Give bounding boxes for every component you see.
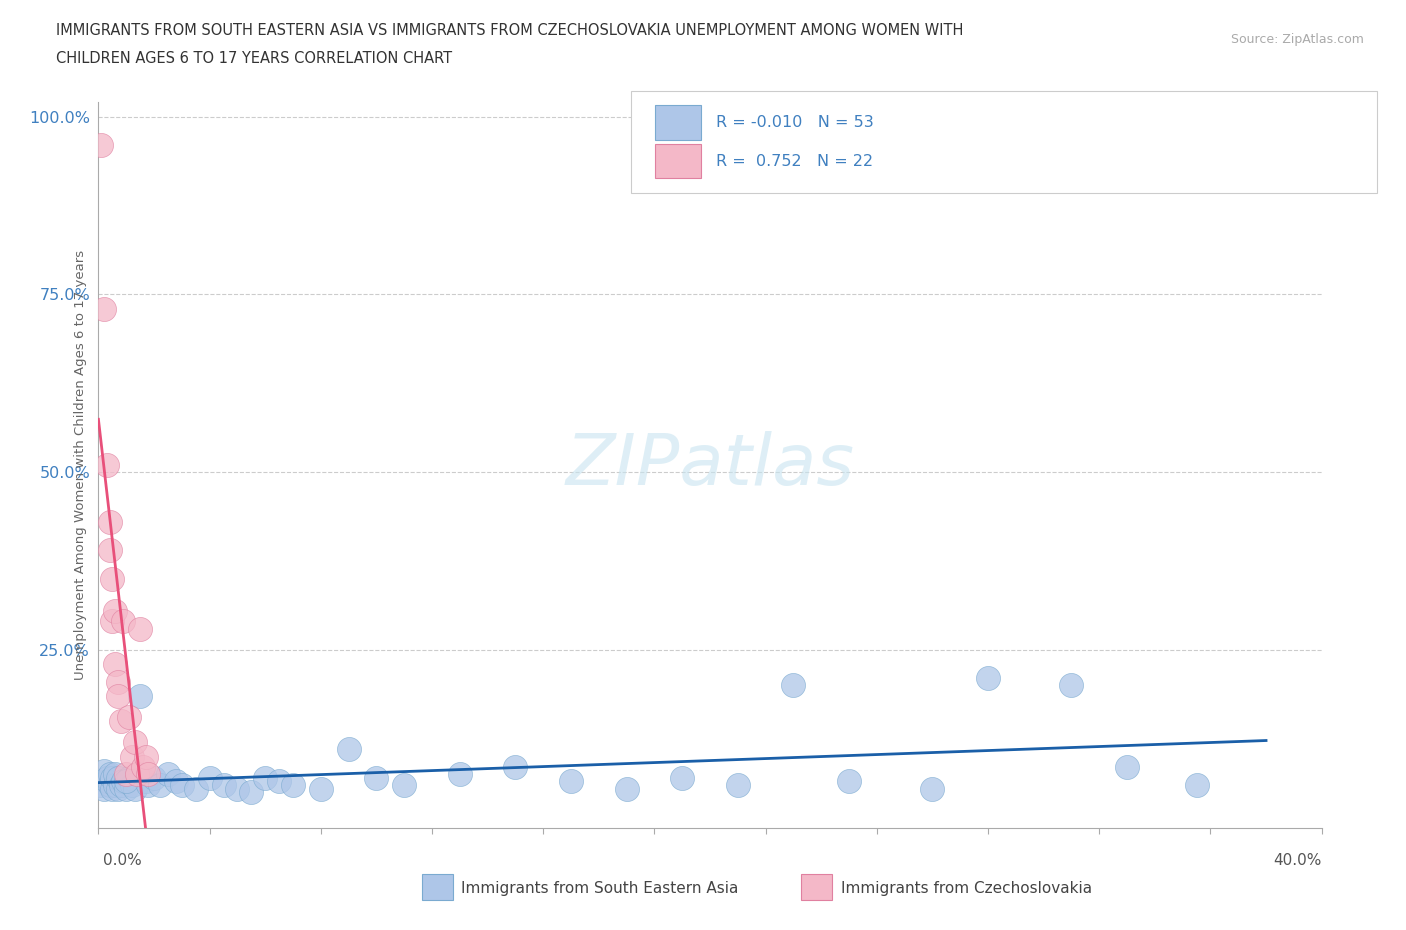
Point — [138, 777, 160, 792]
Point — [269, 774, 291, 789]
Point — [135, 750, 157, 764]
Point — [170, 777, 193, 792]
Point — [281, 777, 304, 792]
Point — [394, 777, 416, 792]
Point — [107, 781, 129, 796]
Point — [110, 777, 132, 792]
Bar — [655, 143, 702, 179]
Text: ZIPatlas: ZIPatlas — [565, 431, 855, 499]
Point — [124, 735, 146, 750]
Point — [98, 543, 121, 558]
Point — [98, 777, 121, 792]
Text: Immigrants from Czechoslovakia: Immigrants from Czechoslovakia — [841, 881, 1092, 896]
Point — [124, 781, 146, 796]
Point — [101, 770, 124, 785]
Point — [115, 781, 138, 796]
Point — [127, 767, 149, 782]
Point — [184, 781, 207, 796]
Text: Source: ZipAtlas.com: Source: ZipAtlas.com — [1230, 33, 1364, 46]
Point — [149, 777, 172, 792]
Point — [112, 614, 135, 629]
Point — [90, 777, 112, 792]
Point — [226, 781, 249, 796]
Point — [560, 774, 582, 789]
Text: 0.0%: 0.0% — [103, 853, 142, 868]
Point — [977, 671, 1000, 685]
Point — [129, 689, 152, 704]
Point — [366, 770, 388, 785]
Point — [107, 770, 129, 785]
Text: Immigrants from South Eastern Asia: Immigrants from South Eastern Asia — [461, 881, 738, 896]
Point — [165, 774, 187, 789]
Point — [98, 514, 121, 529]
Text: R = -0.010   N = 53: R = -0.010 N = 53 — [716, 115, 875, 130]
Y-axis label: Unemployment Among Women with Children Ages 6 to 17 years: Unemployment Among Women with Children A… — [75, 250, 87, 680]
Point — [112, 774, 135, 789]
Point — [1185, 777, 1208, 792]
Point — [138, 767, 160, 782]
Text: CHILDREN AGES 6 TO 17 YEARS CORRELATION CHART: CHILDREN AGES 6 TO 17 YEARS CORRELATION … — [56, 51, 453, 66]
Point — [132, 760, 155, 775]
Point — [156, 767, 179, 782]
Text: IMMIGRANTS FROM SOUTH EASTERN ASIA VS IMMIGRANTS FROM CZECHOSLOVAKIA UNEMPLOYMEN: IMMIGRANTS FROM SOUTH EASTERN ASIA VS IM… — [56, 23, 963, 38]
Point — [838, 774, 860, 789]
Point — [107, 689, 129, 704]
Point — [96, 770, 118, 785]
Point — [104, 767, 127, 782]
Point — [96, 458, 118, 472]
Point — [107, 674, 129, 689]
Point — [921, 781, 943, 796]
Point — [118, 770, 141, 785]
Point — [90, 138, 112, 153]
Point — [129, 621, 152, 636]
Point — [309, 781, 332, 796]
Point — [96, 774, 118, 789]
Point — [93, 301, 115, 316]
Point — [240, 785, 263, 800]
Point — [198, 770, 221, 785]
Point — [118, 710, 141, 724]
Point — [671, 770, 693, 785]
Point — [110, 713, 132, 728]
Point — [93, 781, 115, 796]
Point — [1060, 678, 1083, 693]
Point — [449, 767, 471, 782]
Point — [505, 760, 527, 775]
Point — [98, 767, 121, 782]
Point — [101, 571, 124, 586]
Point — [104, 657, 127, 671]
Point — [1116, 760, 1139, 775]
Point — [104, 777, 127, 792]
Point — [115, 774, 138, 789]
Point — [121, 777, 143, 792]
Point — [616, 781, 638, 796]
Point — [93, 764, 115, 778]
Point — [254, 770, 277, 785]
Text: 40.0%: 40.0% — [1274, 853, 1322, 868]
Point — [143, 770, 166, 785]
Point — [101, 781, 124, 796]
Text: R =  0.752   N = 22: R = 0.752 N = 22 — [716, 153, 873, 168]
Point — [727, 777, 749, 792]
Point — [782, 678, 804, 693]
Bar — [655, 105, 702, 140]
Point — [101, 614, 124, 629]
Point — [337, 742, 360, 757]
Point — [104, 604, 127, 618]
Point — [212, 777, 235, 792]
Point — [115, 767, 138, 782]
Point — [135, 774, 157, 789]
Point — [121, 750, 143, 764]
FancyBboxPatch shape — [630, 91, 1376, 193]
